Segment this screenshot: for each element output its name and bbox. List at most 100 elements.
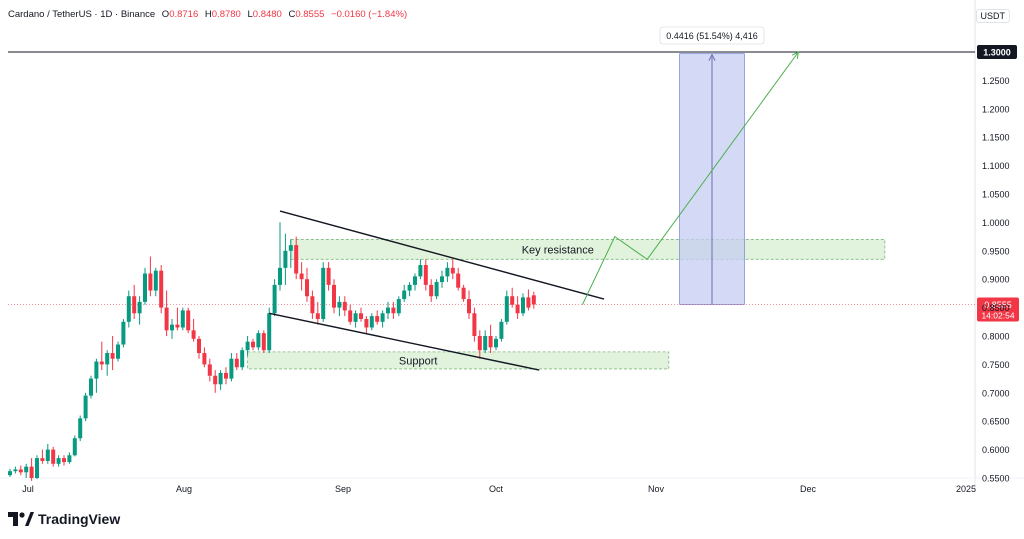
- candle: [413, 273, 417, 291]
- candle: [99, 341, 104, 371]
- y-tick-label: 0.8000: [982, 332, 1010, 342]
- candle: [148, 256, 153, 297]
- channel-lower-line[interactable]: [269, 312, 540, 371]
- candle: [407, 282, 412, 297]
- candle-body: [234, 358, 239, 368]
- candle-body: [224, 372, 228, 379]
- candle: [499, 318, 504, 342]
- candle-body: [440, 276, 444, 283]
- candle-body: [402, 290, 407, 300]
- candle-body: [132, 296, 137, 314]
- price-axis[interactable]: 0.5500 0.6000 0.6500 0.7000 0.7500 0.8000 0.85…: [982, 76, 1010, 484]
- candle-body: [89, 378, 93, 396]
- candle-body: [526, 297, 531, 308]
- candle: [494, 336, 498, 351]
- y-tick-label: 0.5500: [982, 474, 1010, 484]
- candle-body: [207, 364, 212, 376]
- projection-path[interactable]: [581, 51, 800, 305]
- candle: [375, 310, 380, 325]
- candle: [256, 330, 261, 351]
- candle-body: [197, 338, 201, 354]
- x-tick-label: Sep: [335, 484, 351, 494]
- grid: [0, 0, 1024, 492]
- candle-body: [407, 284, 412, 291]
- candle: [429, 279, 434, 302]
- current-price-tag: [977, 297, 1019, 322]
- level-price-tag: [977, 45, 1017, 59]
- channel-lines[interactable]: [269, 210, 605, 371]
- measure-tool[interactable]: 0.4416 (51.54%) 4,416: [659, 26, 765, 305]
- candle-body: [434, 282, 439, 297]
- candle: [116, 341, 120, 362]
- candle-body: [83, 395, 88, 419]
- candle: [332, 279, 336, 314]
- candle-body: [429, 284, 434, 297]
- candle: [337, 296, 342, 317]
- candle: [418, 259, 423, 280]
- candle-body: [510, 296, 515, 305]
- tradingview-brand[interactable]: TradingView: [8, 511, 120, 527]
- open-label: O: [161, 9, 170, 20]
- candle-body: [137, 301, 142, 314]
- candle-body: [229, 358, 234, 379]
- candle: [8, 468, 12, 477]
- candle-body: [299, 273, 304, 280]
- candle: [348, 304, 353, 325]
- candle: [531, 291, 536, 309]
- candle: [477, 330, 482, 359]
- measure-label: 0.4416 (51.54%) 4,416: [666, 31, 758, 41]
- y-tick-label: 1.1000: [982, 161, 1010, 171]
- candle-body: [126, 296, 131, 322]
- time-axis[interactable]: Jul Aug Sep Oct Nov Dec 2025: [22, 484, 976, 494]
- y-tick-label: 1.0000: [982, 218, 1010, 228]
- candle-body: [283, 250, 288, 268]
- measure-arrow-head: [708, 53, 716, 61]
- candle-body: [494, 338, 498, 348]
- candle-body: [423, 265, 428, 285]
- resistance-label: Key resistance: [522, 244, 594, 256]
- candle: [143, 267, 147, 305]
- projection-line[interactable]: [581, 51, 799, 305]
- candle-body: [342, 301, 347, 311]
- candle: [283, 233, 288, 285]
- candle: [369, 313, 374, 331]
- y-tick-label: 1.2500: [982, 76, 1010, 86]
- support-zone[interactable]: [247, 351, 670, 370]
- candle-body: [159, 270, 164, 308]
- candle-body: [191, 330, 196, 339]
- candle: [121, 318, 126, 348]
- candle: [170, 318, 174, 339]
- symbol-name[interactable]: Cardano / TetherUS · 1D · Binance: [8, 9, 156, 20]
- candle: [137, 296, 142, 325]
- candle-body: [477, 336, 482, 351]
- high-value: 0.8780: [211, 9, 241, 20]
- candle: [105, 350, 110, 376]
- candle: [29, 458, 34, 481]
- high-label: H: [204, 9, 212, 20]
- candle-body: [164, 307, 169, 331]
- candle: [180, 307, 185, 331]
- candle-body: [202, 353, 207, 365]
- candle: [13, 466, 18, 474]
- candle: [396, 296, 401, 317]
- y-tick-label: 0.9500: [982, 246, 1010, 256]
- candle: [153, 267, 158, 297]
- current-price-label: 0.8555: [984, 300, 1012, 310]
- x-tick-label: Nov: [648, 484, 665, 494]
- candle-body: [256, 333, 261, 348]
- candle-body: [218, 372, 223, 385]
- candles-layer: [8, 222, 536, 481]
- candle: [305, 267, 309, 302]
- candle-body: [396, 299, 401, 314]
- annotation-labels: Key resistance Support: [399, 244, 594, 367]
- candle: [40, 449, 45, 464]
- candle-body: [78, 418, 83, 439]
- candle-body: [180, 310, 185, 328]
- support-label: Support: [399, 355, 438, 367]
- countdown-label: 14:02:54: [981, 310, 1014, 320]
- currency-button[interactable]: USDT: [975, 9, 1010, 23]
- channel-upper-line[interactable]: [279, 210, 605, 300]
- candle-body: [278, 267, 282, 285]
